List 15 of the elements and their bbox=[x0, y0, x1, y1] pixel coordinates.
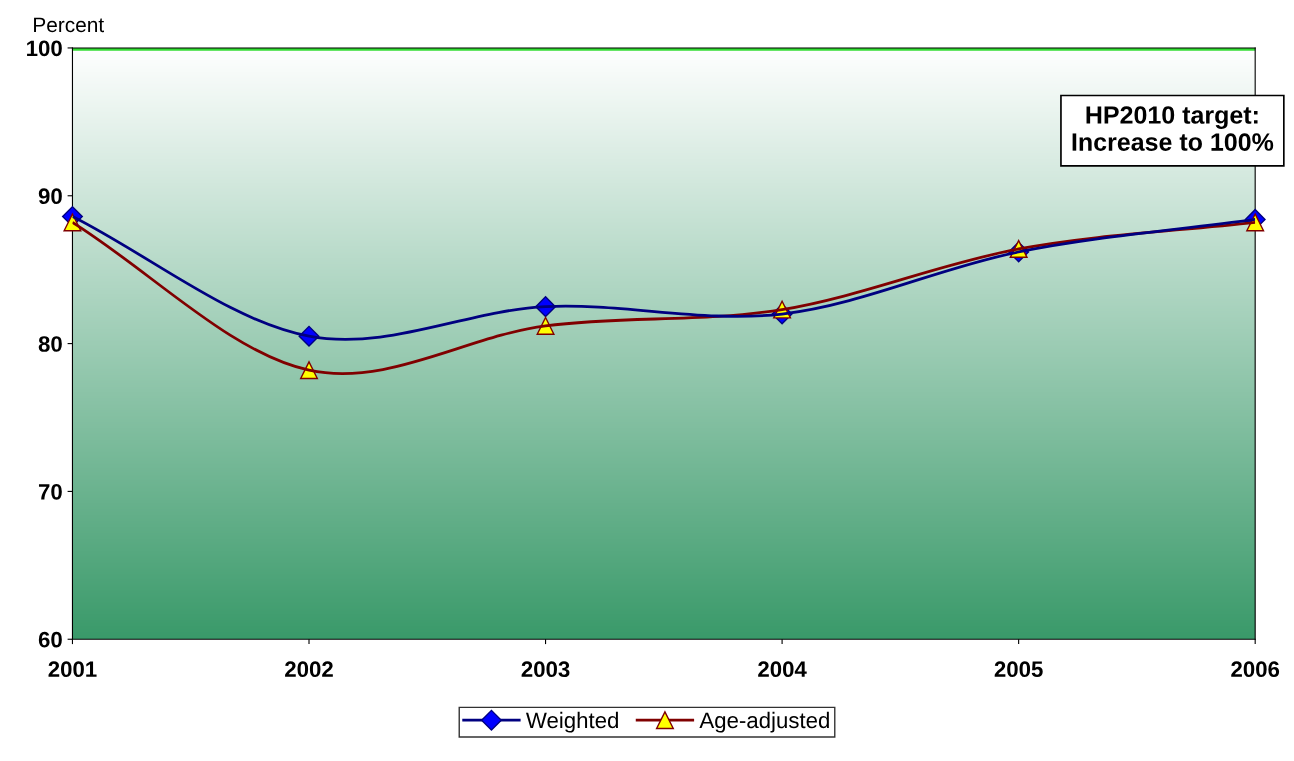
y-axis-title: Percent bbox=[34, 17, 104, 33]
x-tick-label: 2002 bbox=[285, 661, 333, 678]
ref-line-label: HP2010 target: Increase to 100% bbox=[1072, 106, 1274, 151]
x-tick-label: 2004 bbox=[758, 661, 807, 678]
y-tick-label: 90 bbox=[38, 188, 62, 205]
x-tick-label: 2005 bbox=[994, 661, 1043, 678]
x-tick-label: 2006 bbox=[1231, 661, 1280, 678]
y-tick-label: 60 bbox=[38, 631, 62, 648]
x-tick-label: 2001 bbox=[48, 661, 97, 678]
y-tick-label: 80 bbox=[38, 336, 62, 352]
y-tick-label: 100 bbox=[27, 40, 62, 57]
y-tick-label: 70 bbox=[38, 483, 62, 500]
legend-label: Weighted bbox=[525, 711, 618, 733]
x-tick-label: 2003 bbox=[521, 661, 570, 678]
legend-label: Age-adjusted bbox=[699, 711, 829, 733]
